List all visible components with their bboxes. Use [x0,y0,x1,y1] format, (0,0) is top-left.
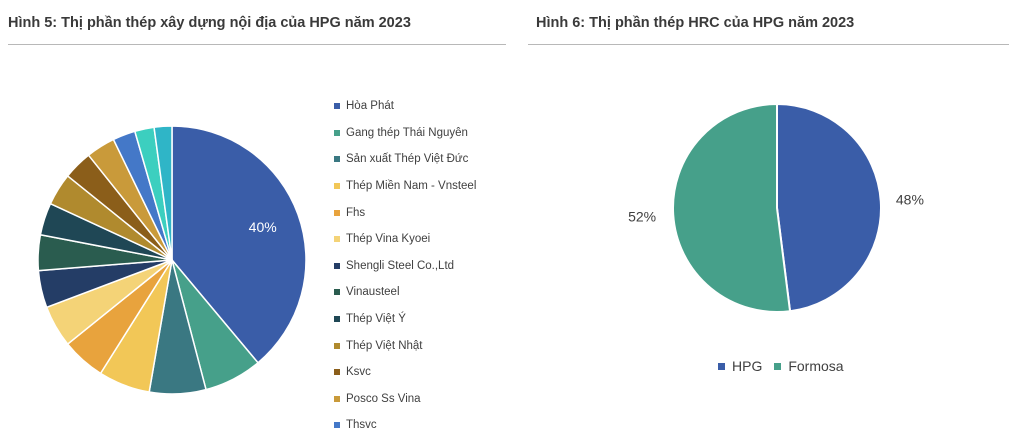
pie-slice-slice-extra-2 [153,125,173,261]
legend-swatch [334,316,340,323]
legend-swatch [334,209,340,216]
legend-item-gang-thep-thai-nguyen: Gang thép Thái Nguyên [334,120,476,147]
legend-swatch [334,156,340,163]
legend-label: HPG [732,358,763,374]
legend-item-san-xuat-thep-viet-duc: Sản xuất Thép Việt Đức [334,146,476,173]
legend-label: Formosa [788,358,844,374]
legend-swatch [774,362,782,370]
figure-label: Hình 5: [8,15,58,31]
legend-label: Gang thép Thái Nguyên [346,126,468,139]
legend-label: Vinausteel [346,286,400,299]
legend-item-ksvc: Ksvc [334,359,476,386]
legend-swatch [334,289,340,296]
data-label-hpg: 48% [896,192,924,208]
data-label-hoa-phat: 40% [249,219,277,235]
legend-item-fhs: Fhs [334,199,476,226]
legend-swatch [334,183,340,190]
legend-item-formosa: Formosa [774,358,844,374]
pie-chart-domestic: 40% [37,125,307,395]
legend-hrc: HPG Formosa [718,358,856,374]
title-divider [8,44,506,45]
legend-item-thep-mien-nam-vnsteel: Thép Miền Nam - Vnsteel [334,173,476,200]
pie-chart-hrc: 48% 52% [628,102,924,313]
legend-item-hoa-phat: Hòa Phát [334,93,476,120]
chart-panel-domestic-steel: Hình 5: Thị phần thép xây dựng nội địa c… [8,15,506,439]
legend-item-hpg: HPG [718,358,762,374]
legend-item-thep-viet-nhat: Thép Việt Nhật [334,332,476,359]
chart-title-hrc: Hình 6: Thị phần thép HRC của HPG năm 20… [536,15,854,31]
legend-label: Sản xuất Thép Việt Đức [346,153,469,166]
pie-slice-formosa [672,102,792,313]
legend-swatch [334,342,340,349]
legend-item-thep-viet-y: Thép Việt Ý [334,306,476,333]
legend-item-posco-ss-vina: Posco Ss Vina [334,386,476,413]
legend-label: Hòa Phát [346,100,394,113]
figure-label: Hình 6: [536,15,586,31]
data-label-formosa: 52% [628,209,656,225]
figure-title-text: Thị phần thép xây dựng nội địa của HPG n… [61,15,411,31]
legend-item-shengli-steel-co-ltd: Shengli Steel Co.,Ltd [334,253,476,280]
pie-slice-hpg [776,102,882,313]
legend-label: Thép Việt Ý [346,313,406,326]
legend-domestic: Hòa Phát Gang thép Thái Nguyên Sản xuất Th… [334,93,476,439]
pie-slice-hoa-phat [171,125,307,364]
legend-label: Shengli Steel Co.,Ltd [346,259,455,272]
legend-label: Thép Vina Kyoei [346,233,431,246]
legend-label: Thsvc [346,419,377,432]
legend-item-thep-vina-kyoei: Thép Vina Kyoei [334,226,476,253]
legend-label: Posco Ss Vina [346,392,421,405]
chart-panel-hrc: Hình 6: Thị phần thép HRC của HPG năm 20… [528,0,1009,447]
legend-swatch [334,103,340,110]
legend-label: Fhs [346,206,366,219]
legend-label: Thép Việt Nhật [346,339,423,352]
chart-title-domestic: Hình 5: Thị phần thép xây dựng nội địa c… [8,15,411,31]
legend-swatch [718,362,725,370]
legend-label: Ksvc [346,366,371,379]
legend-swatch [334,395,340,402]
legend-swatch [334,236,340,243]
legend-swatch [334,262,340,269]
legend-swatch [334,129,340,136]
title-divider [528,44,1009,45]
legend-label: Thép Miền Nam - Vnsteel [346,180,477,193]
legend-item-thsvc: Thsvc [334,412,476,439]
legend-swatch [334,369,340,376]
legend-swatch [334,422,340,429]
figure-title-text: Thị phần thép HRC của HPG năm 2023 [589,15,855,31]
legend-item-vinausteel: Vinausteel [334,279,476,306]
